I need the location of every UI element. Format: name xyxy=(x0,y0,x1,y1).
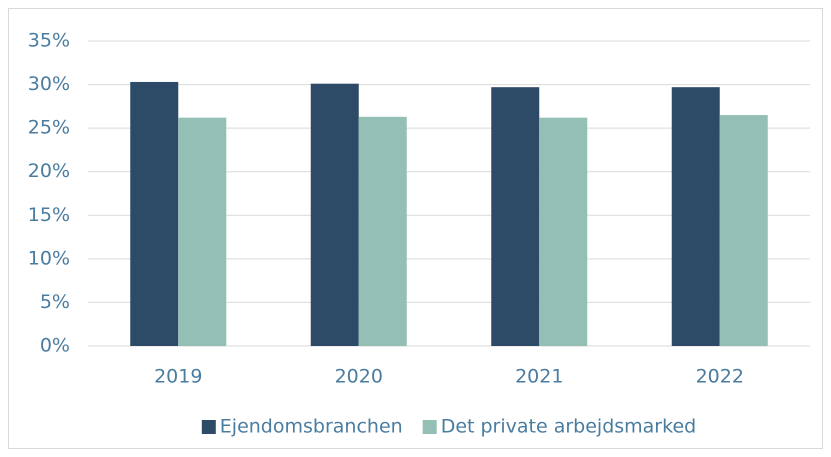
x-tick-label: 2019 xyxy=(154,366,202,388)
y-tick-label: 10% xyxy=(28,247,70,269)
x-tick-label: 2020 xyxy=(335,366,383,388)
bar xyxy=(130,81,179,346)
y-tick-label: 35% xyxy=(28,30,70,52)
bar xyxy=(671,87,720,346)
y-tick-label: 20% xyxy=(28,160,70,182)
y-tick-label: 5% xyxy=(40,291,70,313)
y-tick-label: 25% xyxy=(28,117,70,139)
y-tick-label: 0% xyxy=(40,335,70,357)
legend-swatch xyxy=(422,420,437,434)
y-tick-label: 15% xyxy=(28,204,70,226)
legend-label: Ejendomsbranchen xyxy=(220,416,403,438)
x-tick-label: 2022 xyxy=(696,366,744,388)
bar xyxy=(719,115,768,346)
bar xyxy=(310,83,359,346)
bar xyxy=(178,117,227,346)
x-tick-label: 2021 xyxy=(515,366,563,388)
legend-label: Det private arbejdsmarked xyxy=(441,416,697,438)
bar xyxy=(358,116,407,346)
y-tick-label: 30% xyxy=(28,73,70,95)
legend-swatch xyxy=(201,420,216,434)
bar xyxy=(491,87,540,346)
bar xyxy=(539,117,588,346)
